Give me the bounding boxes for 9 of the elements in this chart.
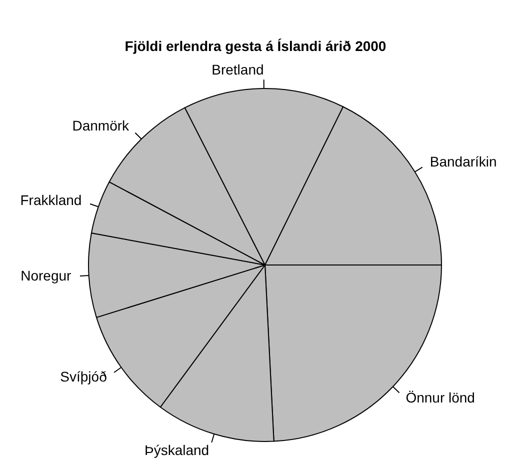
slice-label: Önnur lönd [406,390,475,406]
slice-label: Bretland [212,62,264,78]
slice-label: Bandaríkin [430,153,497,170]
slice-label: Svíþjóð [60,368,108,384]
slice-label: Frakkland [20,192,82,208]
slice-label: Noregur [20,267,72,284]
slice-label: Danmörk [72,117,130,134]
chart-title: Fjöldi erlendra gesta á Íslandi árið 2000 [124,38,386,54]
slice-label: Þýskaland [144,442,210,458]
